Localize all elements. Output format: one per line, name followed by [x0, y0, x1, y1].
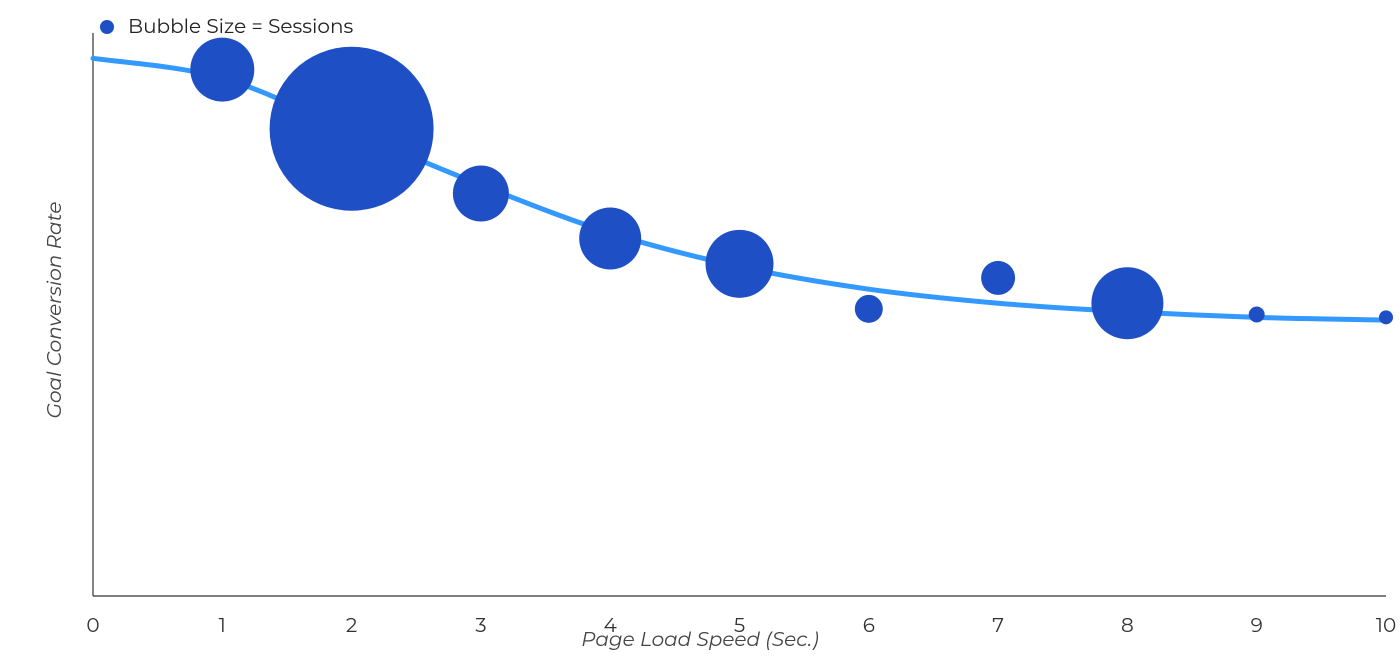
x-tick-label: 7 [992, 614, 1004, 638]
bubble-point [1249, 307, 1265, 323]
bubble-point [1091, 267, 1163, 339]
x-tick-label: 8 [1121, 614, 1134, 638]
x-tick-label: 6 [863, 614, 875, 638]
bubble-point [579, 207, 641, 269]
x-tick-label: 3 [475, 614, 486, 638]
bubble-point [270, 47, 434, 211]
bubble-point [1379, 310, 1393, 324]
bubble-point [855, 295, 883, 323]
x-tick-label: 1 [219, 614, 226, 638]
bubble-point [453, 165, 509, 221]
x-tick-label: 0 [86, 614, 99, 638]
x-tick-label: 9 [1251, 614, 1263, 638]
x-tick-label: 10 [1376, 614, 1396, 638]
plot-svg [0, 0, 1400, 662]
bubble-point [981, 261, 1015, 295]
x-tick-label: 5 [734, 614, 745, 638]
bubble-point [706, 230, 774, 298]
x-tick-label: 2 [346, 614, 357, 638]
bubble-point [190, 38, 254, 102]
bubble-chart: Bubble Size = Sessions Goal Conversion R… [0, 0, 1400, 662]
x-tick-label: 4 [604, 614, 617, 638]
